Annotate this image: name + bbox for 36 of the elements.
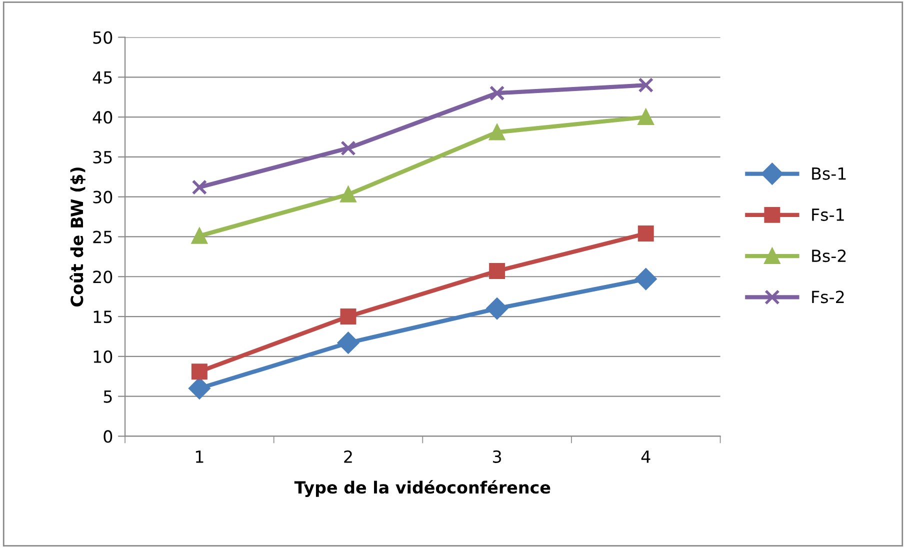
- point: [489, 263, 506, 280]
- point: [638, 226, 654, 242]
- x-tick-label: 1: [196, 450, 204, 463]
- legend-label: Bs-2: [812, 250, 846, 262]
- x-axis-title: Type de la vidéoconférence: [294, 480, 550, 498]
- y-tick-label: 40: [92, 111, 112, 124]
- y-tick-label: 20: [93, 270, 112, 284]
- y-tick-label: 35: [93, 150, 112, 164]
- y-tick-label: 0: [104, 430, 112, 443]
- y-tick-label: 30: [93, 190, 112, 204]
- point: [486, 298, 508, 320]
- point: [638, 77, 654, 93]
- x-tick-label: 4: [641, 450, 650, 463]
- point: [489, 124, 506, 140]
- point: [635, 268, 657, 290]
- y-tick-label: 5: [104, 390, 112, 403]
- y-tick-label: 25: [93, 230, 112, 244]
- point: [192, 180, 208, 195]
- y-tick-label: 50: [93, 31, 112, 44]
- point: [638, 109, 654, 126]
- legend-label: Bs-1: [812, 167, 846, 180]
- y-tick-label: 15: [94, 310, 112, 324]
- y-tick-label: 45: [92, 71, 112, 84]
- y-tick-label: 10: [94, 350, 112, 363]
- legend-label: Fs-1: [812, 208, 844, 222]
- legend-label: Fs-2: [812, 290, 844, 304]
- point: [191, 228, 208, 244]
- point: [340, 140, 356, 156]
- point: [340, 186, 356, 202]
- x-tick-label: 3: [493, 450, 502, 463]
- point: [191, 364, 208, 380]
- point: [340, 308, 356, 325]
- y-axis-title: Coût de BW ($): [70, 168, 86, 306]
- x-tick-label: 2: [344, 450, 352, 463]
- point: [337, 332, 360, 354]
- point: [489, 85, 505, 101]
